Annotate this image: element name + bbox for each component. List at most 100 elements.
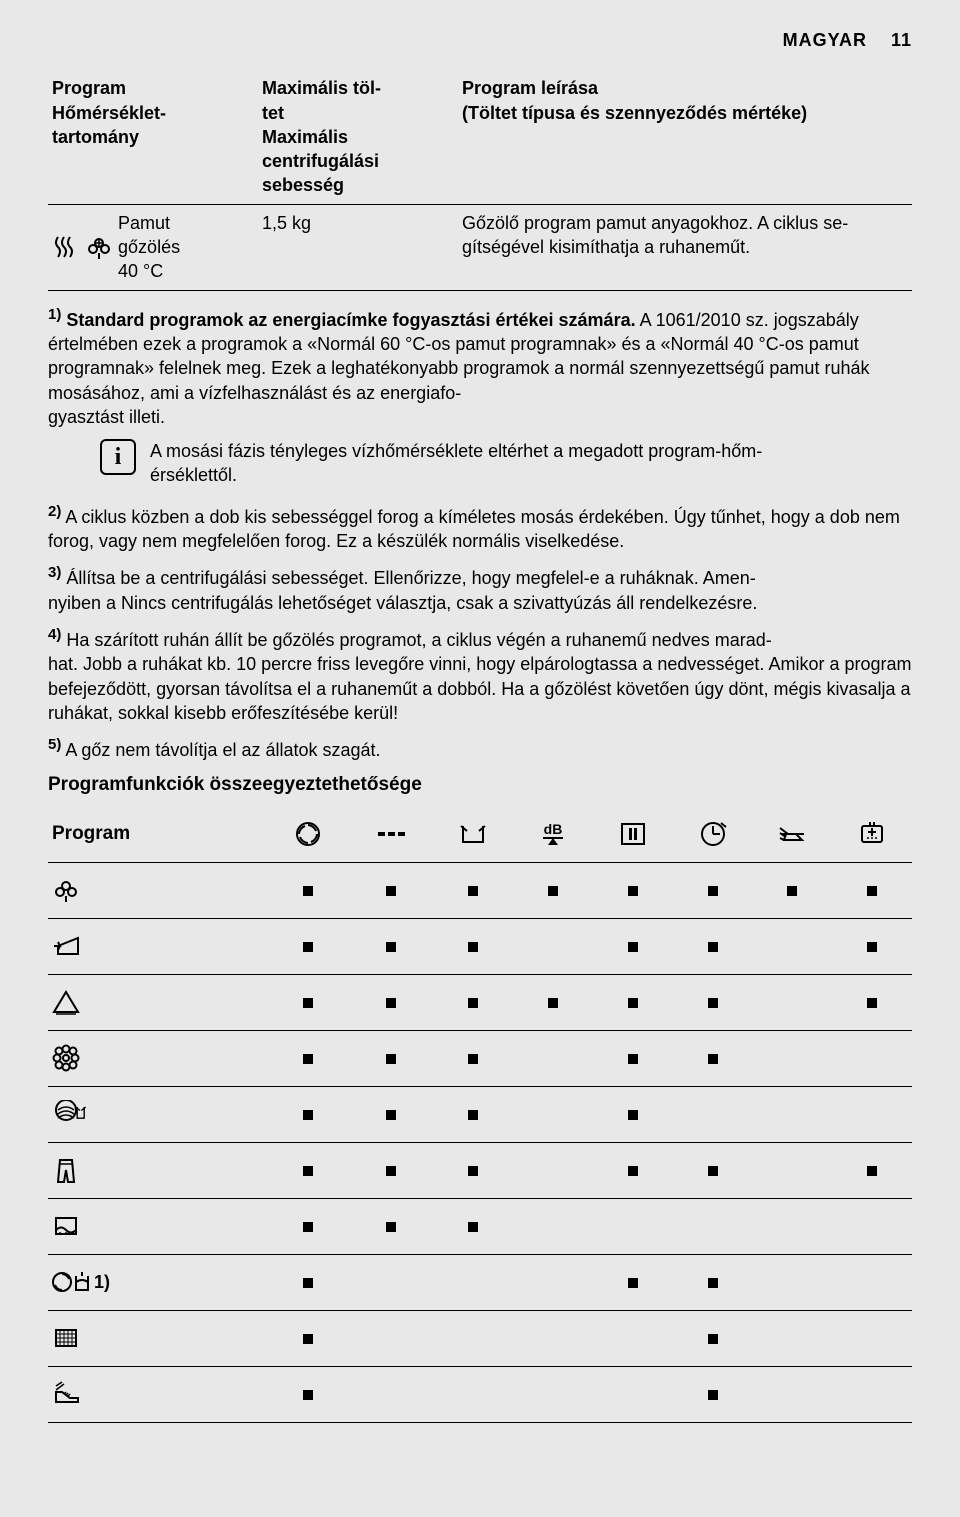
compat-cell: [673, 1198, 753, 1254]
compat-cell: [268, 1142, 348, 1198]
col-iron-icon: [752, 806, 832, 862]
page-header: MAGYAR 11: [48, 28, 912, 52]
compatibility-table: Program 1): [48, 806, 912, 1423]
row-icon-jeans: [48, 1142, 268, 1198]
compat-cell: [433, 1366, 513, 1422]
steam-icon: [52, 233, 80, 261]
compat-cell: [433, 1254, 513, 1310]
row-icon-spin_rinse: 1): [48, 1254, 268, 1310]
program-description-table: Program Hőmérséklet- tartomány Maximális…: [48, 70, 912, 290]
page-number: 11: [891, 30, 912, 50]
compat-cell: [513, 1254, 593, 1310]
compat-cell: [433, 862, 513, 918]
compat-cell: [593, 1254, 673, 1310]
compat-cell: [673, 1366, 753, 1422]
col-db-icon: [513, 806, 593, 862]
compat-cell: [513, 862, 593, 918]
compat-cell: [268, 974, 348, 1030]
compat-cell: [673, 974, 753, 1030]
compat-row: 1): [48, 1254, 912, 1310]
col-dash-icon: [348, 806, 433, 862]
col-pause-icon: [593, 806, 673, 862]
row-icon-arrowback: [48, 918, 268, 974]
compat-cell: [673, 918, 753, 974]
compat-cell: [832, 974, 912, 1030]
compat-cell: [348, 1030, 433, 1086]
compat-row: [48, 1366, 912, 1422]
compat-row: [48, 1142, 912, 1198]
footnote-2: 2) A ciklus közben a dob kis sebességgel…: [48, 502, 912, 554]
compat-cell: [348, 1310, 433, 1366]
compat-cell: [348, 918, 433, 974]
col-program: Program Hőmérséklet- tartomány: [48, 70, 258, 204]
compat-cell: [832, 862, 912, 918]
compat-cell: [513, 1142, 593, 1198]
compat-cell: [348, 1254, 433, 1310]
compat-cell: [348, 1198, 433, 1254]
compat-cell: [673, 862, 753, 918]
compat-cell: [513, 1310, 593, 1366]
compat-cell: [268, 862, 348, 918]
row-icon-wool: [48, 1086, 268, 1142]
compat-cell: [433, 918, 513, 974]
prog-cell: Pamut gőzölés 40 °C: [48, 204, 258, 290]
info-note: i A mosási fázis tényleges vízhőmérsékle…: [48, 439, 912, 488]
compat-row: [48, 1030, 912, 1086]
footnote-3: 3) Állítsa be a centrifugálási sebessége…: [48, 563, 912, 615]
compat-cell: [268, 1310, 348, 1366]
compat-cell: [348, 862, 433, 918]
compat-cell: [513, 1198, 593, 1254]
compat-cell: [433, 974, 513, 1030]
compat-cell: [752, 1366, 832, 1422]
load-cell: 1,5 kg: [258, 204, 458, 290]
info-text: A mosási fázis tényleges vízhőmérséklete…: [150, 439, 762, 488]
compat-cell: [832, 1142, 912, 1198]
compat-cell: [268, 1366, 348, 1422]
compat-cell: [752, 1310, 832, 1366]
compat-cell: [673, 1254, 753, 1310]
compat-cell: [673, 1086, 753, 1142]
compat-row: [48, 974, 912, 1030]
compat-row: [48, 1198, 912, 1254]
col-desc: Program leírása (Töltet típusa és szenny…: [458, 70, 912, 204]
compat-cell: [832, 1310, 912, 1366]
compat-cell: [268, 1198, 348, 1254]
compat-row: [48, 918, 912, 974]
compat-cell: [593, 1030, 673, 1086]
compat-cell: [752, 1086, 832, 1142]
compat-cell: [832, 1198, 912, 1254]
col-tub-icon: [433, 806, 513, 862]
compat-cell: [593, 1198, 673, 1254]
compat-cell: [593, 918, 673, 974]
compat-cell: [348, 1142, 433, 1198]
compat-cell: [673, 1310, 753, 1366]
compat-cell: [433, 1030, 513, 1086]
compat-cell: [752, 918, 832, 974]
compat-cell: [268, 1254, 348, 1310]
prog-name: Pamut gőzölés 40 °C: [118, 211, 180, 284]
footnote-1: 1) Standard programok az energiacímke fo…: [48, 305, 912, 429]
compat-cell: [433, 1310, 513, 1366]
compat-row: [48, 1086, 912, 1142]
row-icon-cotton: [48, 862, 268, 918]
compat-cell: [832, 1086, 912, 1142]
compat-cell: [673, 1030, 753, 1086]
footnote-4: 4) Ha szárított ruhán állít be gőzölés p…: [48, 625, 912, 725]
row-icon-shoe: [48, 1366, 268, 1422]
compat-cell: [593, 1142, 673, 1198]
compat-cell: [268, 1086, 348, 1142]
row-icon-flower: [48, 1030, 268, 1086]
compat-cell: [433, 1142, 513, 1198]
row-icon-hatch: [48, 1310, 268, 1366]
compat-cell: [752, 1030, 832, 1086]
compat-row: [48, 1310, 912, 1366]
desc-cell: Gőzölő program pamut anyagokhoz. A ciklu…: [458, 204, 912, 290]
compat-cell: [513, 1086, 593, 1142]
compat-cell: [593, 1310, 673, 1366]
compat-cell: [752, 1142, 832, 1198]
compat-cell: [752, 974, 832, 1030]
compat-row: [48, 862, 912, 918]
col-load: Maximális töl- tet Maximális centrifugál…: [258, 70, 458, 204]
compat-cell: [348, 1366, 433, 1422]
compat-cell: [593, 862, 673, 918]
